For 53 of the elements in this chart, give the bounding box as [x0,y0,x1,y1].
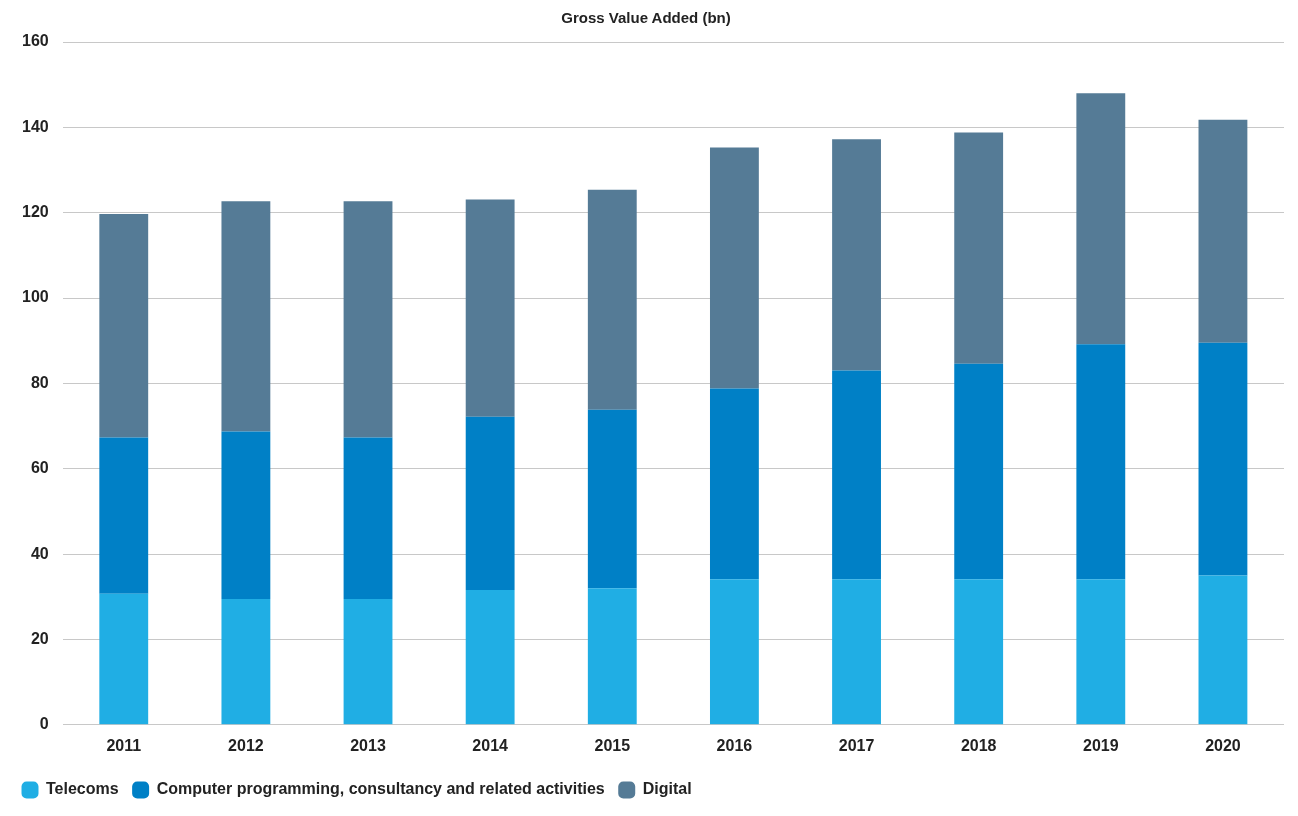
bar [954,363,1004,580]
bar [343,201,393,438]
bar [99,213,149,438]
x-tick-label: 2011 [106,736,142,754]
x-tick-label: 2016 [716,736,753,754]
x-tick-label: 2018 [960,736,997,754]
y-tick-label: 40 [30,544,49,562]
x-tick-label: 2020 [1205,736,1241,754]
bar [221,598,271,725]
bar [465,199,515,417]
bar [587,409,637,589]
x-tick-label: 2015 [594,736,631,754]
bar [832,579,881,725]
bar [465,416,515,590]
chart-title: Gross Value Added (bn) [561,9,731,27]
y-tick-label: 80 [30,373,49,391]
bar [99,593,149,725]
bar [954,579,1004,725]
x-tick-label: 2017 [838,736,875,754]
y-tick-label: 160 [21,32,49,50]
bar [709,579,759,725]
bar [832,370,881,580]
y-tick-label: 60 [30,459,49,477]
x-tick-label: 2019 [1083,736,1119,754]
bar [954,132,1004,364]
bar [99,437,149,594]
y-tick-label: 100 [21,288,49,306]
bar [1198,575,1248,725]
bar [343,437,393,599]
bar [709,147,759,389]
bar [709,388,759,580]
bar [221,431,271,599]
y-tick-label: 140 [21,117,49,135]
legend-label: Digital [642,780,692,798]
bar [465,589,515,725]
bar [1076,344,1126,580]
x-tick-label: 2012 [228,736,264,754]
bar [343,598,393,725]
legend-label: Computer programming, consultancy and related activities [156,780,605,798]
y-tick-label: 120 [21,203,49,221]
x-tick-label: 2013 [350,736,386,754]
bar [1076,579,1126,725]
bar [221,201,271,432]
bar [1198,342,1248,576]
y-tick-label: 0 [39,715,49,733]
x-tick-label: 2014 [472,736,509,754]
legend-label: Telecoms [46,780,119,798]
bar [1198,119,1248,343]
bar [1076,93,1126,345]
bar [832,139,881,371]
bar [587,189,637,410]
bar [587,588,637,725]
y-tick-label: 20 [30,629,49,647]
